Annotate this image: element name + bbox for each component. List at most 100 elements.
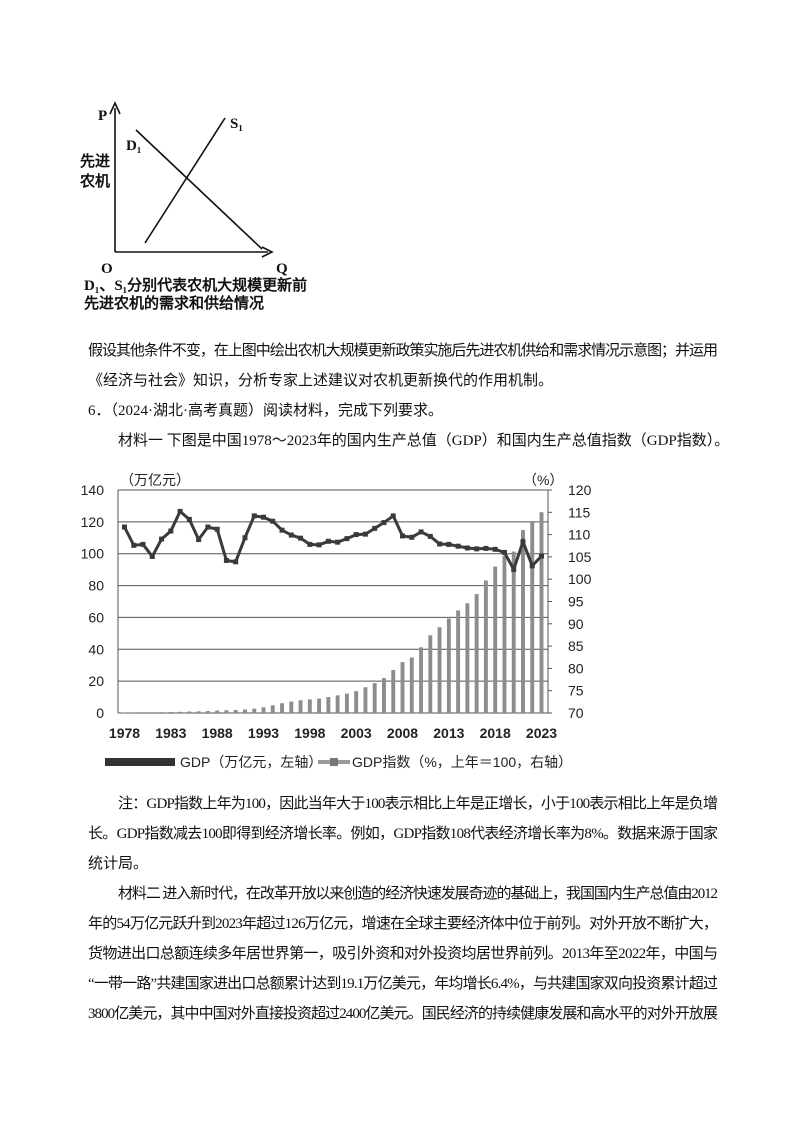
origin-label: O [101, 261, 113, 277]
index-marker [260, 514, 266, 520]
bar [326, 697, 331, 713]
bar [539, 512, 544, 713]
index-line [123, 508, 543, 574]
bar [150, 712, 155, 713]
bar [474, 594, 479, 713]
index-marker [279, 527, 285, 533]
x-tick-label: 1993 [248, 725, 279, 741]
bar [289, 701, 294, 713]
index-marker [177, 508, 183, 514]
text-line: 6．（2024·湖北·高考真题）阅读材料，完成下列要求。 [88, 401, 443, 419]
index-marker [483, 545, 489, 551]
bar [205, 711, 210, 713]
index-marker [437, 541, 443, 547]
bar [122, 712, 127, 713]
bar [521, 529, 525, 713]
bar [502, 555, 507, 713]
bar [363, 687, 368, 713]
y2-tick-label: 85 [568, 638, 584, 654]
y-axis-label: （万亿元） [120, 472, 190, 488]
bar [465, 603, 470, 713]
index-marker [223, 557, 229, 563]
y2-tick-label: 120 [568, 482, 592, 498]
index-marker [344, 536, 350, 542]
index-marker [233, 559, 239, 565]
index-marker [316, 542, 322, 548]
index-marker [409, 534, 415, 540]
x-tick-label: 2018 [480, 725, 511, 741]
y2-tick-label: 110 [568, 527, 591, 543]
index-marker [270, 518, 276, 524]
index-marker [520, 539, 526, 545]
y2-tick-label: 95 [568, 594, 584, 610]
x-tick-label: 1998 [294, 725, 325, 741]
bar [446, 618, 451, 713]
index-marker [446, 541, 452, 547]
legend-swatch [330, 758, 338, 766]
bar [168, 712, 173, 713]
q-arrow [261, 246, 274, 258]
bar [178, 711, 183, 713]
bar [187, 711, 192, 713]
index-marker [335, 539, 341, 545]
index-marker [427, 533, 433, 539]
index-marker [362, 531, 368, 537]
bar [261, 707, 266, 713]
index-marker [474, 546, 480, 552]
bar [335, 695, 340, 713]
bar [354, 691, 359, 713]
legend-label: GDP（万亿元，左轴） [180, 754, 322, 770]
index-marker [121, 524, 127, 530]
y-tick-label: 100 [81, 546, 105, 562]
x-tick-label: 2013 [433, 725, 464, 741]
index-marker [390, 513, 396, 519]
text-line: 《经济与社会》知识，分析专家上述建议对农机更新换代的作用机制。 [88, 372, 553, 389]
bar [400, 662, 405, 713]
bar [419, 647, 423, 713]
y-tick-label: 140 [81, 482, 105, 498]
index-marker [307, 541, 313, 547]
y2-tick-label: 105 [568, 549, 592, 565]
index-marker [205, 524, 211, 530]
supply-label: S₁ [230, 116, 243, 132]
y2-axis-label: （%） [523, 472, 563, 488]
supply-line [144, 117, 226, 244]
y2-tick-label: 70 [568, 705, 584, 721]
p-label: P [98, 108, 107, 124]
index-marker [288, 532, 294, 538]
bar [280, 703, 284, 713]
index-marker [251, 513, 257, 519]
bar [233, 709, 238, 713]
y2-tick-label: 90 [568, 616, 584, 632]
bar [243, 709, 247, 713]
bar [511, 551, 516, 713]
text-line: 统计局。 [88, 855, 148, 872]
bar [159, 712, 164, 713]
bar [530, 521, 535, 713]
bar [215, 710, 220, 713]
index-marker [353, 532, 359, 538]
index-marker [168, 528, 174, 534]
supply-demand-diagram [109, 101, 274, 258]
legend-label: GDP指数（%，上年＝100，右轴） [352, 754, 572, 770]
bar [307, 699, 312, 713]
index-marker [214, 526, 220, 532]
index-marker [298, 535, 304, 541]
x-tick-label: 2003 [341, 725, 372, 741]
bar [317, 698, 322, 713]
index-marker [131, 542, 137, 548]
x-tick-label: 2023 [526, 725, 557, 741]
index-marker [381, 520, 387, 526]
bar [344, 693, 349, 713]
text-line: 长。GDP指数减去100即得到经济增长率。例如，GDP指数108代表经济增长率为… [88, 825, 718, 842]
y2-tick-label: 75 [568, 683, 584, 699]
bar [409, 657, 414, 713]
bar [382, 678, 386, 713]
index-marker [539, 553, 545, 559]
bar [493, 566, 498, 713]
index-marker [400, 533, 406, 539]
index-marker [464, 545, 470, 551]
bar [270, 705, 275, 713]
y-tick-label: 80 [88, 578, 104, 594]
index-marker [529, 563, 535, 569]
